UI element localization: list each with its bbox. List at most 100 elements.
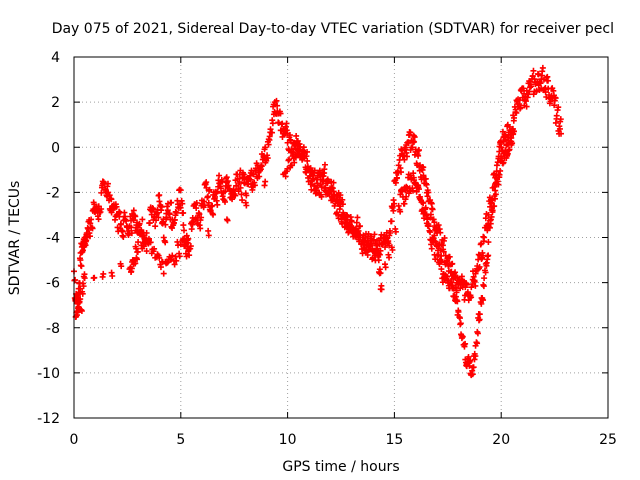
data-point xyxy=(424,216,431,223)
data-point xyxy=(137,230,144,237)
data-point xyxy=(189,221,196,228)
data-point xyxy=(410,137,417,144)
data-point xyxy=(492,191,499,198)
data-point xyxy=(267,126,274,133)
data-point xyxy=(544,77,551,84)
data-point xyxy=(555,104,562,111)
data-point xyxy=(557,116,564,123)
data-point xyxy=(269,129,276,136)
data-point xyxy=(407,129,414,136)
data-point xyxy=(186,245,193,252)
data-point xyxy=(495,181,502,188)
data-point xyxy=(492,195,499,202)
data-point xyxy=(169,252,176,259)
data-point xyxy=(365,241,372,248)
data-point xyxy=(330,179,337,186)
data-point xyxy=(435,251,442,258)
data-point xyxy=(204,193,211,200)
data-point xyxy=(176,253,183,260)
data-point xyxy=(471,356,478,363)
data-point xyxy=(481,234,488,241)
data-point xyxy=(301,149,308,156)
data-point xyxy=(527,84,534,91)
data-point xyxy=(340,214,347,221)
data-point xyxy=(556,125,563,132)
data-point xyxy=(480,283,487,290)
data-point xyxy=(237,184,244,191)
data-point xyxy=(216,172,223,179)
data-point xyxy=(327,188,334,195)
data-point xyxy=(139,216,146,223)
data-point xyxy=(168,199,175,206)
data-point xyxy=(485,239,492,246)
data-point xyxy=(120,233,127,240)
data-point xyxy=(251,182,258,189)
data-point xyxy=(523,103,530,110)
data-point xyxy=(108,196,115,203)
data-point xyxy=(537,80,544,87)
data-point xyxy=(133,245,140,252)
data-point xyxy=(283,120,290,127)
data-point xyxy=(342,223,349,230)
data-point xyxy=(453,289,460,296)
data-point xyxy=(258,163,265,170)
data-point xyxy=(173,257,180,264)
data-point xyxy=(179,200,186,207)
data-point xyxy=(390,207,397,214)
data-point xyxy=(87,233,94,240)
data-point xyxy=(374,245,381,252)
data-point xyxy=(403,193,410,200)
data-point xyxy=(292,154,299,161)
data-point xyxy=(475,251,482,258)
data-point xyxy=(296,150,303,157)
data-point xyxy=(166,211,173,218)
data-point xyxy=(235,188,242,195)
data-point xyxy=(152,223,159,230)
data-point xyxy=(456,315,463,322)
data-point xyxy=(485,252,492,259)
data-point xyxy=(354,229,361,236)
data-point xyxy=(250,171,257,178)
data-point xyxy=(214,201,221,208)
data-point xyxy=(128,265,135,272)
data-point xyxy=(420,164,427,171)
data-point xyxy=(262,144,269,151)
data-point xyxy=(117,220,124,227)
data-point xyxy=(415,147,422,154)
data-point xyxy=(249,186,256,193)
data-point xyxy=(181,242,188,249)
data-point xyxy=(247,176,254,183)
data-point xyxy=(243,202,250,209)
data-point xyxy=(392,179,399,186)
data-point xyxy=(104,180,111,187)
data-point xyxy=(428,245,435,252)
data-point xyxy=(558,130,565,137)
data-point xyxy=(205,232,212,239)
data-point xyxy=(401,200,408,207)
data-point xyxy=(256,173,263,180)
data-point xyxy=(180,222,187,229)
y-tick-label: -2 xyxy=(46,185,60,201)
data-point xyxy=(321,185,328,192)
data-point xyxy=(162,221,169,228)
data-point xyxy=(134,248,141,255)
data-point xyxy=(160,270,167,277)
data-point xyxy=(552,95,559,102)
data-point xyxy=(509,140,516,147)
data-point xyxy=(474,330,481,337)
data-point xyxy=(389,246,396,253)
data-point xyxy=(480,297,487,304)
data-point xyxy=(169,225,176,232)
data-point xyxy=(203,184,210,191)
data-point xyxy=(277,110,284,117)
data-point xyxy=(465,353,472,360)
data-point xyxy=(359,250,366,257)
data-point xyxy=(476,263,483,270)
data-point xyxy=(432,256,439,263)
data-point xyxy=(497,167,504,174)
data-point xyxy=(100,270,107,277)
y-tick-label: 0 xyxy=(51,140,60,156)
data-point xyxy=(116,208,123,215)
data-point xyxy=(143,229,150,236)
data-point xyxy=(420,200,427,207)
